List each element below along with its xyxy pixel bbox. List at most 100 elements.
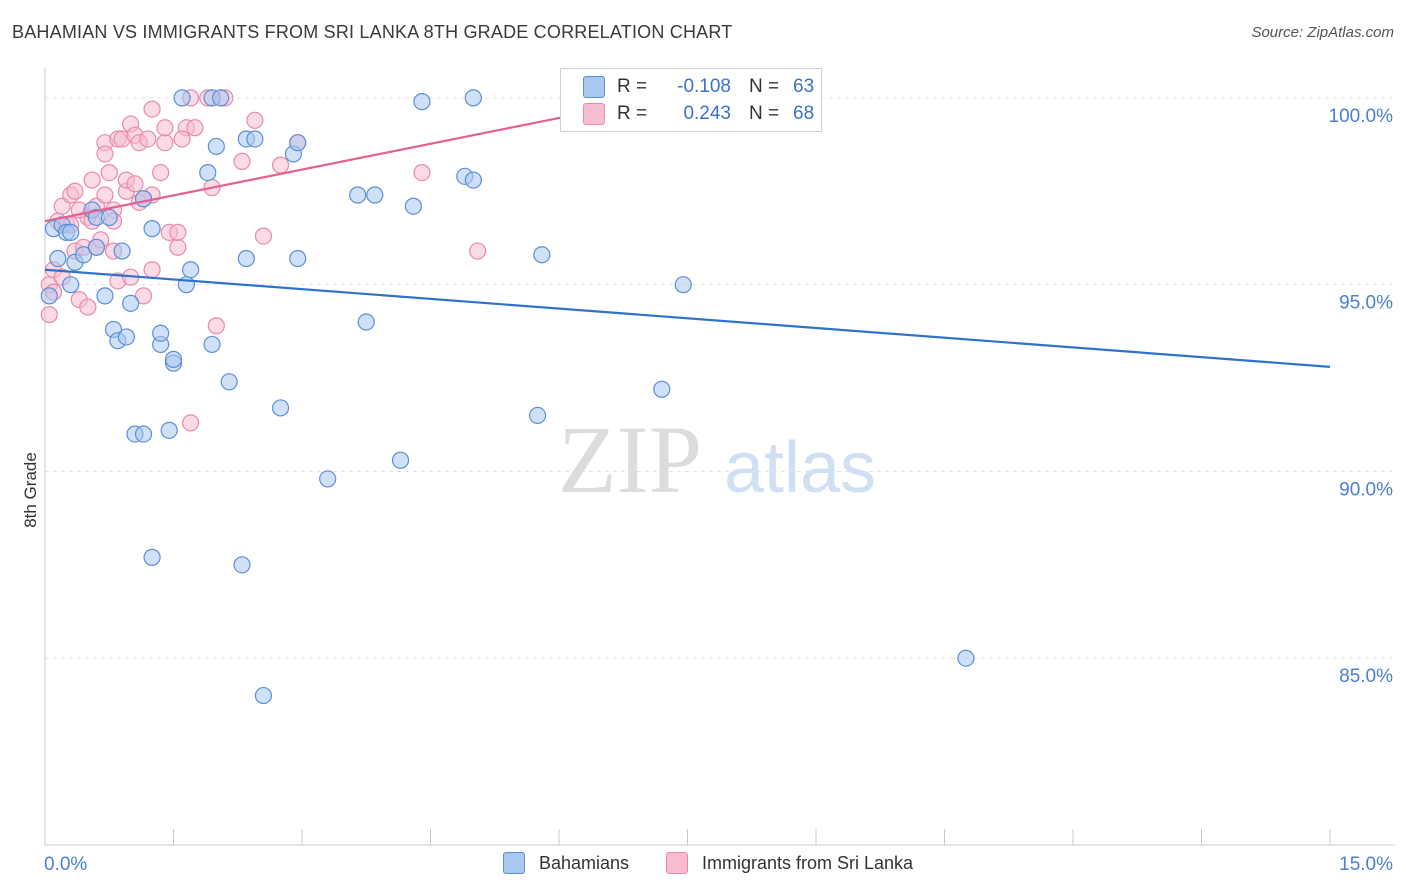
bahamians-point (464, 171, 482, 189)
bahamians-point (40, 287, 58, 305)
bahamians-point (207, 137, 225, 156)
bahamians-point (160, 421, 178, 439)
legend-row-sri-lanka: R = 0.243 N = 68 (583, 102, 814, 126)
legend-swatch-pink (666, 852, 688, 874)
bahamians-point (212, 89, 230, 107)
gridlines (45, 97, 1395, 659)
sri-lanka-point (207, 317, 225, 335)
bahamians-point (366, 186, 384, 204)
sri-lanka-point (182, 414, 200, 432)
bahamians-point (957, 649, 975, 667)
watermark-zip: ZIP (558, 406, 702, 513)
source-credit: Source: ZipAtlas.com (1251, 24, 1394, 41)
legend-swatch-blue (583, 76, 605, 98)
bahamians-point (134, 190, 153, 208)
sri-lanka-point (246, 111, 264, 129)
sri-lanka-point (143, 100, 161, 118)
sri-lanka-point (156, 119, 174, 137)
tick-labels: 85.0% 90.0% 95.0% 100.0% 0.0% 15.0% (44, 106, 1393, 875)
bahamians-point (173, 89, 191, 107)
legend-r-label: R = (617, 103, 648, 124)
bahamians-point (199, 163, 217, 182)
bahamians-point (319, 470, 337, 488)
bahamians-point (134, 425, 153, 443)
bahamians-point (164, 350, 183, 368)
sri-lanka-trend-line (44, 111, 585, 223)
series-legend: Bahamians Immigrants from Sri Lanka (0, 852, 1406, 878)
series-bahamians (40, 89, 975, 705)
bahamians-point (113, 242, 131, 260)
axes (44, 68, 1395, 846)
bahamians-point (182, 261, 200, 279)
bahamians-point (413, 93, 431, 111)
y-axis-label-wrap: 8th Grade (16, 430, 46, 550)
bahamians-point (391, 451, 410, 469)
y-tick-label: 100.0% (1329, 106, 1394, 127)
sri-lanka-point (469, 242, 487, 260)
bahamians-point (528, 406, 547, 425)
bahamians-point (289, 249, 307, 268)
legend-swatch-pink (583, 103, 605, 125)
y-axis-label-svg: 8th Grade (21, 452, 40, 528)
bahamians-point (464, 89, 482, 107)
legend-r-label: R = (617, 76, 648, 97)
legend-r-value: -0.108 (677, 76, 731, 97)
legend-row-bahamians: R = -0.108 N = 63 (583, 75, 814, 99)
bahamians-point (254, 686, 273, 705)
legend-n-label: N = (749, 76, 780, 97)
bahamians-point (143, 220, 161, 238)
trend-lines (44, 111, 1331, 368)
sri-lanka-point (100, 163, 118, 182)
legend-n-value: 63 (793, 76, 815, 97)
bahamians-point (62, 276, 80, 294)
bahamians-point (271, 399, 290, 417)
sri-lanka-point (254, 227, 273, 245)
sri-lanka-point (143, 261, 161, 279)
y-tick-label: 90.0% (1339, 479, 1393, 500)
sri-lanka-point (126, 175, 144, 193)
sri-lanka-point (66, 182, 84, 200)
bahamians-trend-line (44, 268, 1331, 368)
sri-lanka-point (79, 298, 97, 316)
bahamians-point (674, 276, 692, 294)
bahamians-point (100, 208, 118, 227)
sri-lanka-point (83, 171, 101, 189)
bahamians-point (117, 328, 135, 346)
bahamians-point (220, 373, 238, 391)
bahamians-point (246, 130, 264, 148)
sri-lanka-point (134, 287, 153, 305)
sri-lanka-point (40, 305, 58, 324)
y-axis-label: 8th Grade (21, 452, 40, 528)
sri-lanka-point (413, 163, 431, 182)
bahamians-point (62, 223, 80, 241)
legend-label-sri-lanka: Immigrants from Sri Lanka (702, 852, 914, 873)
sri-lanka-point (271, 156, 290, 174)
bahamians-point (152, 324, 170, 342)
bahamians-point (349, 186, 367, 204)
series-sri-lanka (40, 89, 487, 432)
bahamians-point (143, 548, 161, 566)
bahamians-point (122, 294, 140, 312)
sri-lanka-point (169, 223, 187, 241)
legend-item-bahamians[interactable]: Bahamians (503, 852, 629, 874)
bahamians-point (74, 246, 93, 264)
bahamians-point (404, 197, 422, 215)
bahamians-point (233, 556, 251, 574)
legend-n-label: N = (749, 103, 780, 124)
correlation-legend: R = -0.108 N = 63 R = 0.243 N = 68 (560, 68, 822, 132)
bahamians-point (533, 246, 551, 264)
bahamians-point (237, 249, 255, 268)
sri-lanka-point (139, 130, 157, 148)
watermark-atlas: atlas (724, 428, 876, 508)
bahamians-point (357, 313, 375, 331)
sri-lanka-point (156, 134, 174, 152)
sri-lanka-point (233, 152, 251, 170)
bahamians-point (203, 335, 221, 354)
sri-lanka-point (96, 145, 114, 163)
sri-lanka-point (96, 186, 114, 204)
y-tick-label: 85.0% (1339, 666, 1393, 687)
bahamians-point (49, 249, 67, 268)
legend-item-sri-lanka[interactable]: Immigrants from Sri Lanka (666, 852, 913, 874)
x-tick-label: 0.0% (44, 854, 87, 875)
